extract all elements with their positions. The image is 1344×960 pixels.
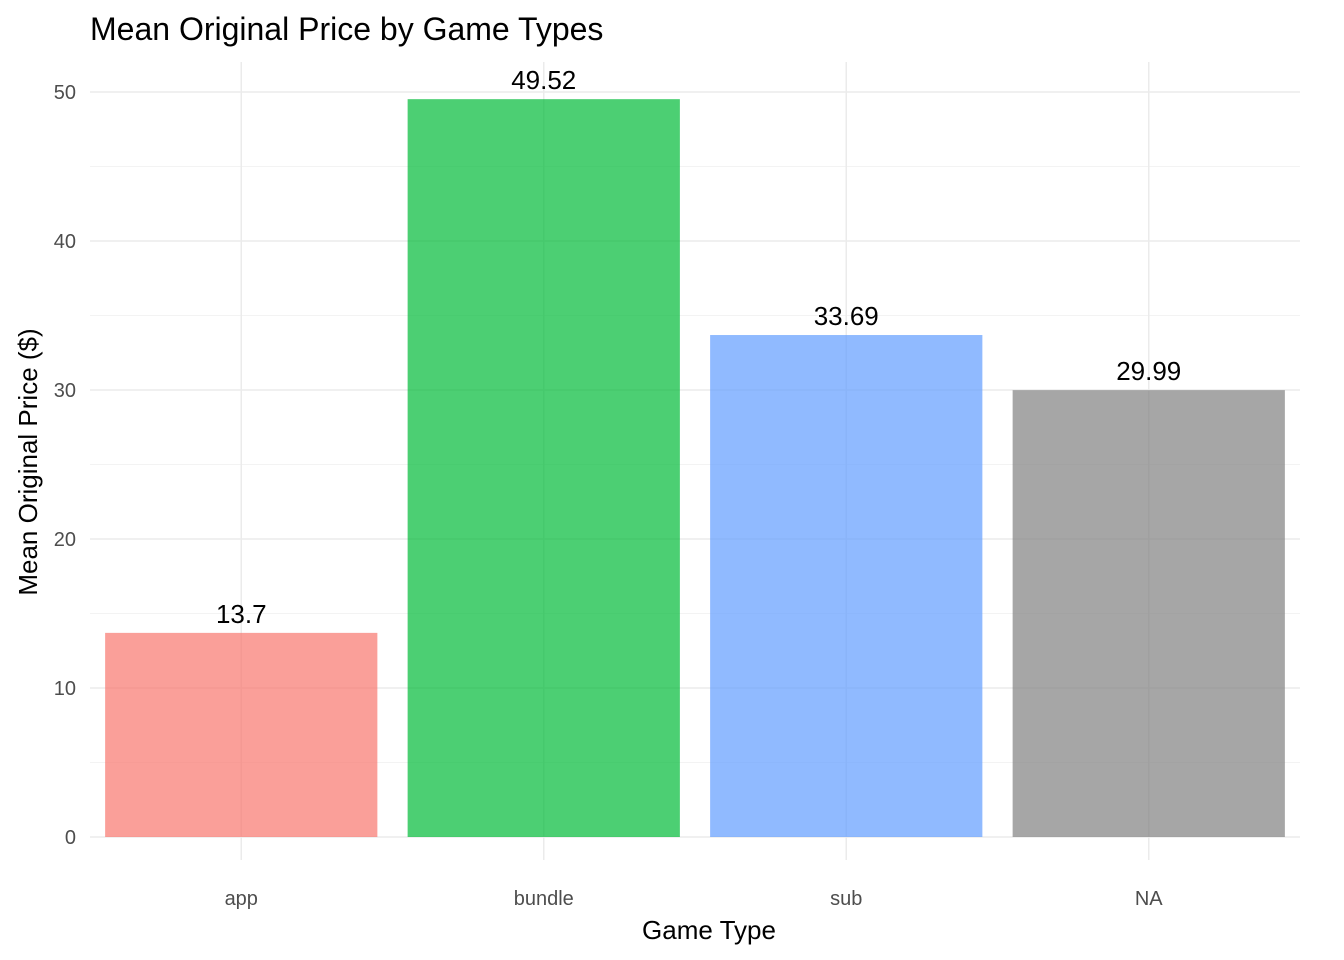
data-label: 33.69 bbox=[814, 301, 879, 331]
y-tick-label: 10 bbox=[54, 678, 76, 700]
data-label: 13.7 bbox=[216, 599, 267, 629]
x-axis-ticks: app bundle sub NA bbox=[225, 888, 1164, 910]
x-axis-title: Game Type bbox=[642, 915, 776, 945]
x-tick-label: NA bbox=[1135, 888, 1163, 910]
data-labels: 13.7 49.52 33.69 29.99 bbox=[216, 65, 1181, 629]
y-tick-label: 20 bbox=[54, 529, 76, 551]
bar-app bbox=[105, 632, 378, 837]
x-tick-label: app bbox=[225, 888, 258, 910]
bars bbox=[105, 99, 1285, 838]
data-label: 49.52 bbox=[511, 65, 576, 95]
x-tick-label: bundle bbox=[514, 888, 574, 910]
y-axis-title: Mean Original Price ($) bbox=[13, 328, 43, 595]
y-axis-ticks: 0 10 20 30 40 50 bbox=[54, 82, 76, 849]
bar-bundle bbox=[407, 99, 680, 838]
y-tick-label: 30 bbox=[54, 380, 76, 402]
x-tick-label: sub bbox=[830, 888, 862, 910]
bar-sub bbox=[710, 335, 983, 837]
y-tick-label: 50 bbox=[54, 82, 76, 104]
chart-title: Mean Original Price by Game Types bbox=[90, 11, 603, 47]
data-label: 29.99 bbox=[1116, 356, 1181, 386]
y-tick-label: 40 bbox=[54, 231, 76, 253]
bar-na bbox=[1012, 390, 1285, 837]
y-tick-label: 0 bbox=[65, 827, 76, 849]
